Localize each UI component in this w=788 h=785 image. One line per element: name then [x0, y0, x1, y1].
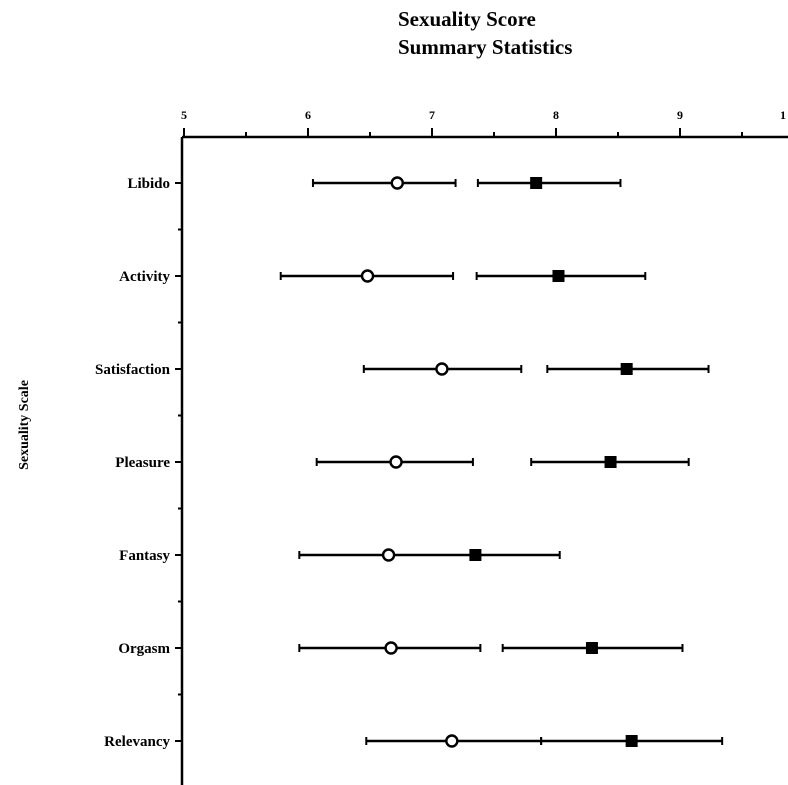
- category-label: Libido: [127, 176, 170, 192]
- data-point-circle: [381, 548, 396, 562]
- data-point-circle: [360, 269, 375, 283]
- category-label: Pleasure: [115, 455, 170, 471]
- chart-title-line-1: Sexuality Score: [398, 7, 536, 31]
- data-point-circle: [445, 734, 459, 748]
- category-label: Satisfaction: [95, 362, 171, 378]
- data-point-square: [620, 363, 633, 375]
- category-label: Activity: [119, 269, 170, 285]
- data-point-square: [552, 270, 565, 282]
- data-point-square: [625, 735, 638, 747]
- x-tick-label: 6: [305, 108, 311, 122]
- category-label: Orgasm: [118, 641, 170, 657]
- x-axis-ticks: 5 6 7 8 9 1: [181, 108, 786, 137]
- data-point-circle: [390, 176, 404, 190]
- x-tick-label: 5: [181, 108, 187, 122]
- category-labels: Libido Activity Satisfaction Pleasure Fantas…: [95, 176, 171, 750]
- x-tick-label: 9: [677, 108, 683, 122]
- data-point-square: [469, 549, 482, 561]
- y-axis-title: Sexuality Scale: [17, 380, 32, 470]
- x-tick-label: 7: [429, 108, 435, 122]
- data-point-square: [604, 456, 617, 468]
- data-point-circle: [389, 455, 403, 469]
- chart-title-line-2: Summary Statistics: [398, 35, 572, 59]
- data-point-circle: [384, 641, 398, 655]
- data-point-square: [585, 642, 598, 654]
- y-axis-ticks: [175, 182, 182, 742]
- data-point-square: [530, 177, 543, 189]
- data-marks: [279, 176, 724, 748]
- data-point-circle: [435, 362, 449, 376]
- category-label: Fantasy: [119, 548, 170, 564]
- category-label: Relevancy: [104, 734, 170, 750]
- x-tick-label: 8: [553, 108, 559, 122]
- x-tick-label: 1: [780, 108, 786, 122]
